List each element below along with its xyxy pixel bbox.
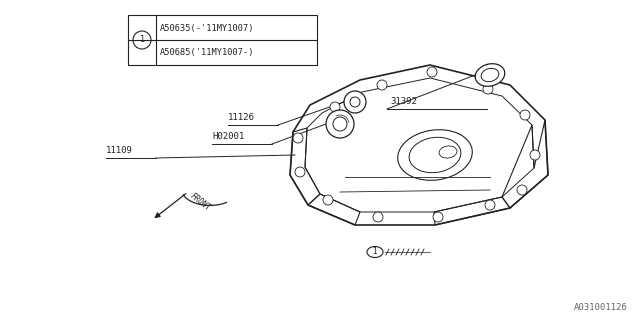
- Text: 1: 1: [140, 36, 145, 44]
- Ellipse shape: [481, 68, 499, 82]
- Text: FRONT: FRONT: [188, 191, 212, 213]
- Circle shape: [433, 212, 443, 222]
- Circle shape: [323, 195, 333, 205]
- Circle shape: [326, 110, 354, 138]
- Circle shape: [483, 84, 493, 94]
- Text: A50685('11MY1007-): A50685('11MY1007-): [160, 48, 255, 57]
- Ellipse shape: [476, 64, 505, 86]
- Circle shape: [350, 97, 360, 107]
- Text: A50635(-'11MY1007): A50635(-'11MY1007): [160, 24, 255, 33]
- Text: 11109: 11109: [106, 146, 133, 155]
- Text: 1: 1: [372, 247, 378, 257]
- Circle shape: [427, 67, 437, 77]
- Circle shape: [520, 110, 530, 120]
- Circle shape: [373, 212, 383, 222]
- Circle shape: [295, 167, 305, 177]
- Text: A031001126: A031001126: [574, 303, 628, 312]
- Circle shape: [530, 150, 540, 160]
- Circle shape: [330, 102, 340, 112]
- Circle shape: [293, 133, 303, 143]
- Circle shape: [344, 91, 366, 113]
- Bar: [128, 15, 317, 65]
- Circle shape: [377, 80, 387, 90]
- Text: 11126: 11126: [228, 113, 255, 122]
- Text: 31392: 31392: [390, 97, 417, 106]
- Ellipse shape: [367, 246, 383, 258]
- Circle shape: [517, 185, 527, 195]
- Text: H02001: H02001: [212, 132, 244, 141]
- Circle shape: [485, 200, 495, 210]
- Circle shape: [333, 117, 347, 131]
